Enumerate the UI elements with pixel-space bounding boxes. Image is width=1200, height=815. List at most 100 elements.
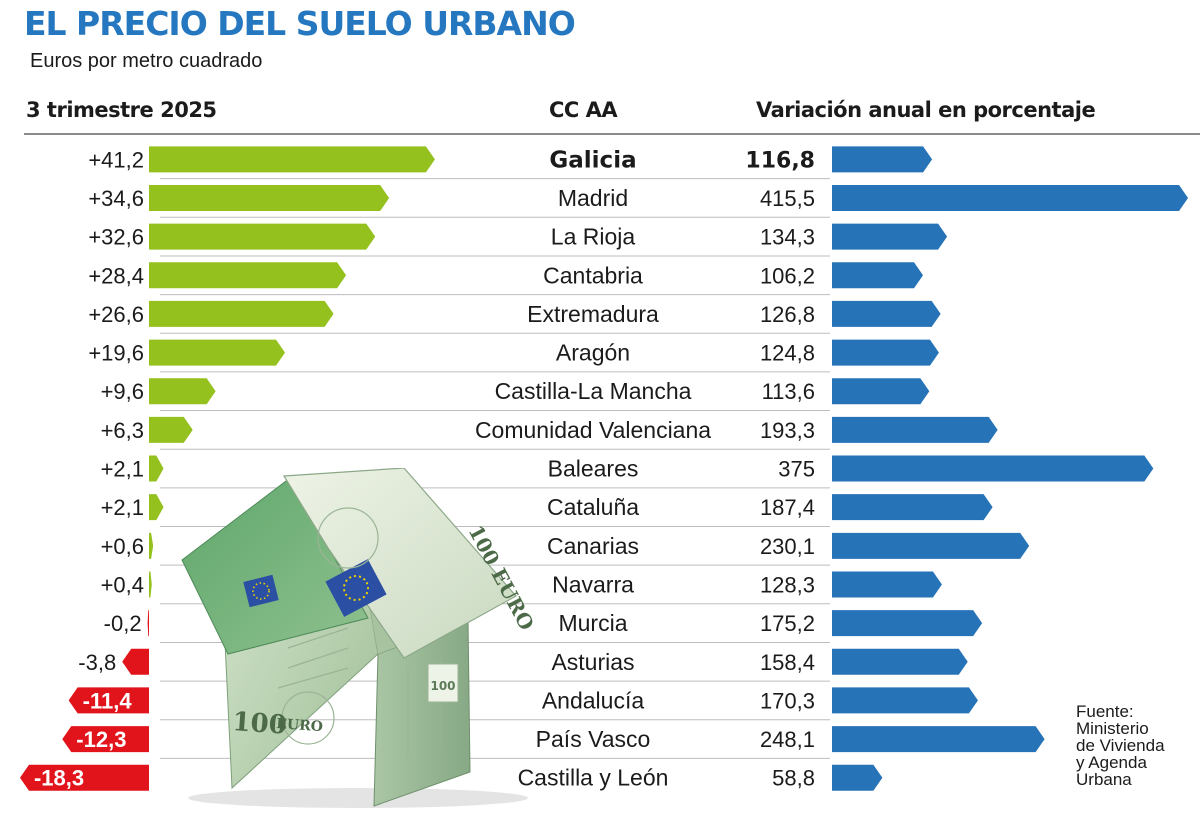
source-line: Fuente:	[1076, 702, 1134, 721]
price-label: +32,6	[88, 225, 144, 250]
header-right: Variación anual en porcentaje	[756, 98, 1096, 122]
price-bar	[149, 146, 435, 173]
price-bar	[68, 687, 149, 714]
region-name: Aragón	[556, 340, 630, 366]
variation-bar	[832, 262, 924, 289]
variation-bar	[832, 339, 939, 366]
source-line: y Agenda	[1076, 753, 1147, 772]
variation-bar	[832, 184, 1189, 211]
variation-bar	[832, 146, 933, 173]
price-label: -0,2	[104, 611, 142, 636]
variation-label: 106,2	[760, 263, 815, 288]
variation-bar	[832, 571, 942, 598]
price-label: +9,6	[101, 379, 144, 404]
source-note: Fuente: Ministerio de Vivienda y Agenda …	[1076, 703, 1165, 788]
variation-bar	[832, 378, 930, 405]
price-label: +0,4	[101, 572, 144, 597]
region-name: Extremadura	[527, 301, 659, 327]
price-bar	[62, 726, 149, 753]
region-name: Castilla-La Mancha	[495, 378, 692, 404]
chart-title: EL PRECIO DEL SUELO URBANO	[24, 4, 576, 43]
price-label: -12,3	[76, 727, 126, 752]
price-bar	[149, 532, 154, 559]
price-label: +2,1	[101, 495, 144, 520]
price-bar	[149, 300, 334, 327]
variation-label: 375	[778, 457, 815, 482]
source-line: de Vivienda	[1076, 736, 1165, 755]
price-bar	[147, 610, 149, 637]
variation-label: 175,2	[760, 611, 815, 636]
price-bar	[149, 223, 376, 250]
variation-bar	[832, 494, 993, 521]
price-bar	[149, 571, 152, 598]
region-name: La Rioja	[551, 224, 636, 250]
variation-label: 170,3	[760, 688, 815, 713]
variation-label: 158,4	[760, 650, 815, 675]
price-label: +28,4	[88, 263, 144, 288]
variation-bar	[832, 726, 1045, 753]
variation-label: 134,3	[760, 225, 815, 250]
price-bar	[149, 455, 164, 482]
price-label: -3,8	[78, 650, 116, 675]
price-label: +26,6	[88, 302, 144, 327]
price-bar	[149, 378, 216, 405]
region-name: Andalucía	[542, 687, 645, 713]
region-name: Madrid	[558, 185, 628, 211]
variation-bar	[832, 455, 1154, 482]
price-label: +19,6	[88, 341, 144, 366]
price-bar	[149, 339, 286, 366]
variation-bar	[832, 223, 948, 250]
chart-subtitle: Euros por metro cuadrado	[30, 50, 263, 72]
region-name: Murcia	[558, 610, 627, 636]
region-name: Baleares	[548, 456, 639, 482]
svg-text:100: 100	[430, 679, 455, 693]
variation-label: 116,8	[745, 148, 815, 173]
header-rule	[24, 133, 1200, 135]
region-name: Navarra	[552, 571, 634, 597]
price-label: +2,1	[101, 457, 144, 482]
region-name: Comunidad Valenciana	[475, 417, 711, 443]
header-left: 3 trimestre 2025	[26, 98, 217, 122]
price-label: +0,6	[101, 534, 144, 559]
variation-bar	[832, 648, 968, 675]
price-label: +34,6	[88, 186, 144, 211]
source-line: Ministerio	[1076, 719, 1149, 738]
variation-label: 193,3	[760, 418, 815, 443]
price-label: -18,3	[34, 766, 84, 791]
variation-bar	[832, 610, 983, 637]
variation-bar	[832, 764, 883, 791]
region-name: Cataluña	[547, 494, 639, 520]
variation-bar	[832, 687, 978, 714]
region-name: Castilla y León	[518, 765, 669, 791]
region-name: Galicia	[549, 147, 636, 173]
variation-bar	[832, 532, 1030, 559]
variation-bar	[832, 416, 998, 443]
price-bar	[19, 764, 149, 791]
banknote-house-image: 100 100 EURO 100 EURO	[181, 468, 539, 808]
price-bar	[149, 184, 390, 211]
variation-label: 126,8	[760, 302, 815, 327]
variation-label: 128,3	[760, 572, 815, 597]
price-label: +41,2	[88, 147, 144, 172]
variation-bar	[832, 300, 941, 327]
variation-label: 187,4	[760, 495, 815, 520]
price-bar	[149, 416, 193, 443]
region-name: Asturias	[551, 649, 634, 675]
variation-label: 248,1	[760, 727, 815, 752]
variation-label: 230,1	[760, 534, 815, 559]
price-label: +6,3	[101, 418, 144, 443]
region-name: País Vasco	[536, 726, 651, 752]
variation-label: 124,8	[760, 341, 815, 366]
variation-label: 415,5	[760, 186, 815, 211]
region-name: Canarias	[547, 533, 639, 559]
svg-text:EURO: EURO	[276, 716, 324, 735]
price-label: -11,4	[83, 688, 133, 713]
header-center: CC AA	[549, 98, 618, 122]
source-line: Urbana	[1076, 770, 1132, 789]
price-bar	[122, 648, 149, 675]
region-name: Cantabria	[543, 262, 643, 288]
svg-text:100: 100	[232, 707, 288, 741]
price-bar	[149, 494, 164, 521]
price-bar	[149, 262, 347, 289]
